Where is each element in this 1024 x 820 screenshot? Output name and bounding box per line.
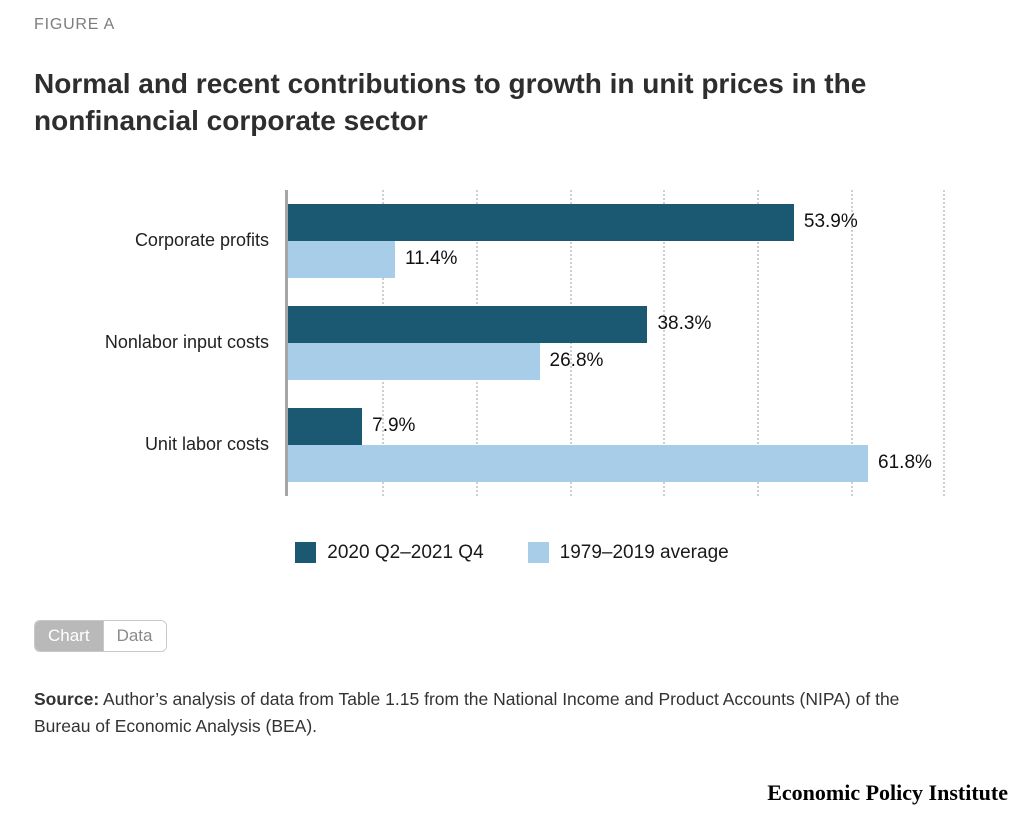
- legend-label: 1979–2019 average: [559, 541, 729, 563]
- legend-label: 2020 Q2–2021 Q4: [327, 541, 484, 563]
- bar-value-label: 61.8%: [878, 452, 932, 474]
- gridline: [757, 189, 760, 496]
- chart-data-toggle: Chart Data: [34, 619, 167, 652]
- bar-series2: 61.8%: [288, 444, 932, 482]
- bar-group-unit-labor-costs: 7.9% 61.8%: [288, 407, 945, 482]
- bar-group-nonlabor-input-costs: 38.3% 26.8%: [288, 305, 945, 380]
- bar-series2: 26.8%: [288, 342, 603, 380]
- gridline: [663, 189, 666, 496]
- category-labels: Corporate profits Nonlabor input costs U…: [34, 190, 285, 496]
- legend-swatch-icon: [295, 542, 317, 564]
- source-label: Source:: [34, 688, 100, 709]
- bar-value-label: 7.9%: [372, 415, 416, 437]
- legend-swatch-icon: [527, 542, 549, 564]
- source-text: Author’s analysis of data from Table 1.1…: [34, 688, 900, 737]
- figure-label: FIGURE A: [34, 16, 116, 33]
- bar-value-label: 53.9%: [803, 211, 858, 233]
- bar-series1: 7.9%: [288, 407, 415, 445]
- data-tab-button[interactable]: Data: [102, 620, 166, 651]
- chart-tab-button[interactable]: Chart: [35, 620, 103, 651]
- bar-value-label: 11.4%: [404, 248, 458, 270]
- chart-legend: 2020 Q2–2021 Q4 1979–2019 average: [34, 542, 990, 564]
- source-note: Source: Author’s analysis of data from T…: [34, 686, 939, 740]
- category-label: Corporate profits: [134, 230, 269, 251]
- category-label: Unit labor costs: [144, 434, 269, 455]
- bar-value-label: 38.3%: [657, 313, 712, 335]
- plot-area: 53.9% 11.4% 38.3% 26.8% 7.9% 6: [285, 189, 945, 496]
- gridline: [569, 189, 572, 496]
- category-label: Nonlabor input costs: [104, 332, 269, 353]
- bar-series2: 11.4%: [288, 240, 457, 278]
- bar-chart: Corporate profits Nonlabor input costs U…: [34, 189, 990, 496]
- legend-item-series1: 2020 Q2–2021 Q4: [295, 541, 484, 564]
- bar-value-label: 26.8%: [549, 350, 604, 372]
- bar-group-corporate-profits: 53.9% 11.4%: [288, 203, 945, 278]
- epi-brand-logo: Economic Policy Institute: [767, 780, 1008, 805]
- gridline: [943, 189, 945, 496]
- legend-item-series2: 1979–2019 average: [527, 541, 729, 564]
- chart-title: Normal and recent contributions to growt…: [34, 68, 867, 136]
- bar-series1: 38.3%: [288, 305, 711, 343]
- gridline: [851, 189, 854, 496]
- bar-series1: 53.9%: [288, 203, 858, 241]
